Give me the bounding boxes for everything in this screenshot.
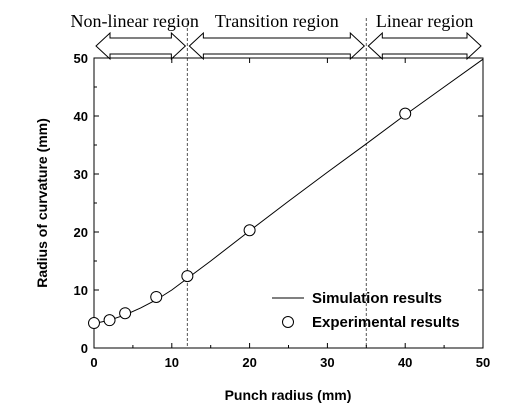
series-layer (88, 58, 484, 330)
region-label: Non-linear region (70, 11, 198, 31)
experimental-point (150, 290, 163, 303)
x-axis-title: Punch radius (mm) (225, 387, 352, 403)
experimental-point (243, 224, 256, 237)
region-boundary-layer (186, 18, 367, 348)
experimental-point (119, 307, 132, 320)
x-tick-label: 0 (90, 355, 97, 370)
x-tick-label: 20 (242, 355, 256, 370)
experimental-point (103, 314, 116, 327)
axes-layer: 0 10 20 30 40 50 0 10 20 30 40 50 (74, 51, 491, 370)
y-tick-label: 40 (74, 109, 88, 124)
y-tick-label: 50 (74, 51, 88, 66)
x-tick-label: 10 (165, 355, 179, 370)
legend-marker-swatch (282, 316, 294, 328)
legend-label-simulation: Simulation results (312, 290, 442, 307)
region-layer: Non-linear region Transition region Linear… (70, 11, 482, 61)
y-tick-label: 10 (74, 283, 88, 298)
region-label: Linear region (376, 11, 473, 31)
y-tick-label: 30 (74, 167, 88, 182)
y-tick-label: 0 (81, 341, 88, 356)
region-label: Transition region (215, 11, 339, 31)
x-tick-label: 30 (320, 355, 334, 370)
simulation-line (93, 58, 484, 325)
y-tick-label: 20 (74, 225, 88, 240)
region-arrow (367, 31, 482, 61)
experimental-point (399, 107, 412, 120)
experimental-point (88, 317, 100, 330)
experimental-point (181, 270, 194, 283)
legend-label-experimental: Experimental results (312, 314, 460, 331)
region-arrow (95, 31, 187, 61)
region-arrow (188, 31, 366, 61)
legend: Simulation results Experimental results (272, 290, 460, 331)
y-axis-title: Radius of curvature (mm) (34, 118, 50, 288)
x-tick-label: 50 (476, 355, 490, 370)
x-tick-label: 40 (398, 355, 412, 370)
